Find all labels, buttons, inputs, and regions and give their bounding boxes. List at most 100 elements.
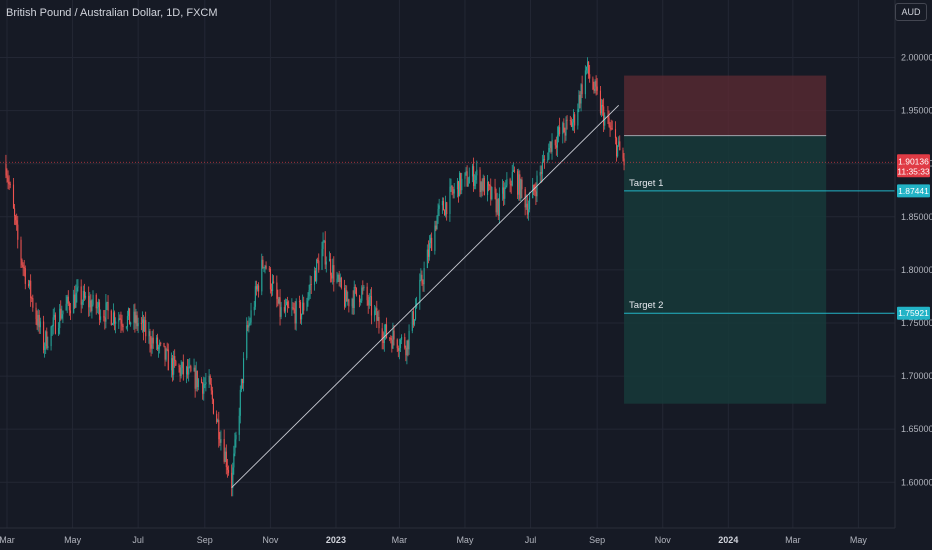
candle-body — [270, 289, 273, 292]
x-tick-label: Nov — [655, 535, 672, 545]
candle-body — [325, 261, 327, 265]
candle-body — [550, 141, 552, 152]
candle-body — [377, 316, 379, 321]
candle-body — [348, 299, 350, 307]
candle-body — [47, 346, 49, 349]
y-tick-label: 1.65000 — [901, 424, 932, 434]
candle-body — [103, 316, 105, 318]
candle-body — [390, 338, 392, 340]
candle-body — [540, 171, 542, 174]
candle-body — [90, 300, 92, 312]
candle-body — [483, 177, 485, 196]
candle-body — [276, 282, 278, 299]
candle-body — [504, 187, 506, 199]
target-label-1: Target 1 — [629, 178, 663, 189]
candle-body — [217, 419, 219, 422]
candle-body — [604, 115, 606, 126]
candle-body — [158, 346, 160, 350]
candle-body — [143, 319, 145, 332]
candle-body — [96, 307, 98, 309]
candle-body — [43, 321, 45, 351]
candle-body — [461, 178, 463, 191]
candles — [5, 57, 625, 497]
candle-body — [7, 177, 9, 182]
candle-body — [173, 356, 175, 375]
candle-body — [141, 319, 144, 324]
candle-body — [220, 439, 222, 443]
candle-body — [460, 173, 462, 191]
candle-body — [182, 362, 184, 375]
x-tick-label: Sep — [589, 535, 605, 545]
candle-body — [65, 303, 67, 311]
x-tick-label: Mar — [785, 535, 801, 545]
candle-body — [29, 280, 31, 286]
target-price-tag-2 — [897, 306, 930, 320]
take-profit-zone[interactable] — [624, 135, 827, 404]
candle-body — [219, 439, 221, 443]
candle-body — [353, 286, 355, 308]
candle-body — [239, 389, 241, 416]
candle-body — [551, 139, 553, 152]
candle-body — [150, 344, 152, 349]
candle-body — [22, 265, 24, 267]
candle-body — [532, 184, 534, 199]
candle-body — [16, 220, 18, 225]
candle-body — [411, 311, 413, 331]
candle-body — [37, 314, 39, 326]
candle-body — [580, 84, 582, 104]
candle-body — [588, 61, 590, 75]
candle-body — [444, 210, 446, 216]
candle-body — [152, 337, 154, 344]
candle-body — [46, 331, 48, 349]
candle-body — [225, 451, 227, 468]
candle-body — [355, 287, 357, 296]
candle-body — [521, 179, 523, 190]
candle-body — [323, 240, 325, 242]
candle-body — [95, 294, 97, 309]
candle-body — [39, 321, 41, 328]
candle-body — [593, 89, 595, 91]
candle-body — [258, 285, 260, 292]
candle-body — [367, 300, 369, 306]
candle-body — [488, 181, 490, 186]
candle-body — [392, 330, 394, 349]
candle-body — [602, 104, 604, 107]
candle-body — [9, 183, 11, 185]
candle-body — [467, 183, 469, 187]
candle-body — [164, 346, 166, 360]
candle-body — [31, 298, 33, 299]
candle-body — [163, 342, 165, 347]
trendline[interactable] — [231, 104, 619, 488]
candle-body — [579, 94, 581, 104]
candle-body — [361, 287, 363, 301]
candle-body — [594, 81, 596, 91]
candle-body — [596, 86, 598, 91]
candle-body — [556, 135, 558, 148]
candle-body — [375, 308, 377, 311]
candle-body — [419, 279, 421, 303]
candle-body — [53, 314, 55, 318]
candle-body — [489, 185, 491, 187]
candle-body — [426, 249, 428, 269]
stop-loss-zone[interactable] — [624, 75, 827, 136]
candle-body — [557, 127, 560, 136]
candle-body — [366, 286, 368, 301]
candle-body — [332, 265, 334, 279]
candle-body — [445, 202, 447, 216]
candle-body — [347, 299, 349, 302]
candle-body — [600, 104, 603, 114]
candle-body — [106, 302, 108, 303]
candle-body — [302, 302, 304, 314]
candle-body — [262, 259, 264, 268]
y-tick-label: 1.80000 — [901, 265, 932, 275]
candle-body — [308, 289, 310, 297]
candle-body — [362, 287, 364, 289]
candle-body — [497, 199, 499, 216]
candle-body — [126, 316, 128, 327]
candle-body — [339, 277, 341, 282]
candle-body — [255, 286, 257, 290]
candle-body — [436, 216, 438, 230]
currency-button[interactable]: AUD — [895, 3, 927, 21]
candle-body — [456, 181, 459, 190]
